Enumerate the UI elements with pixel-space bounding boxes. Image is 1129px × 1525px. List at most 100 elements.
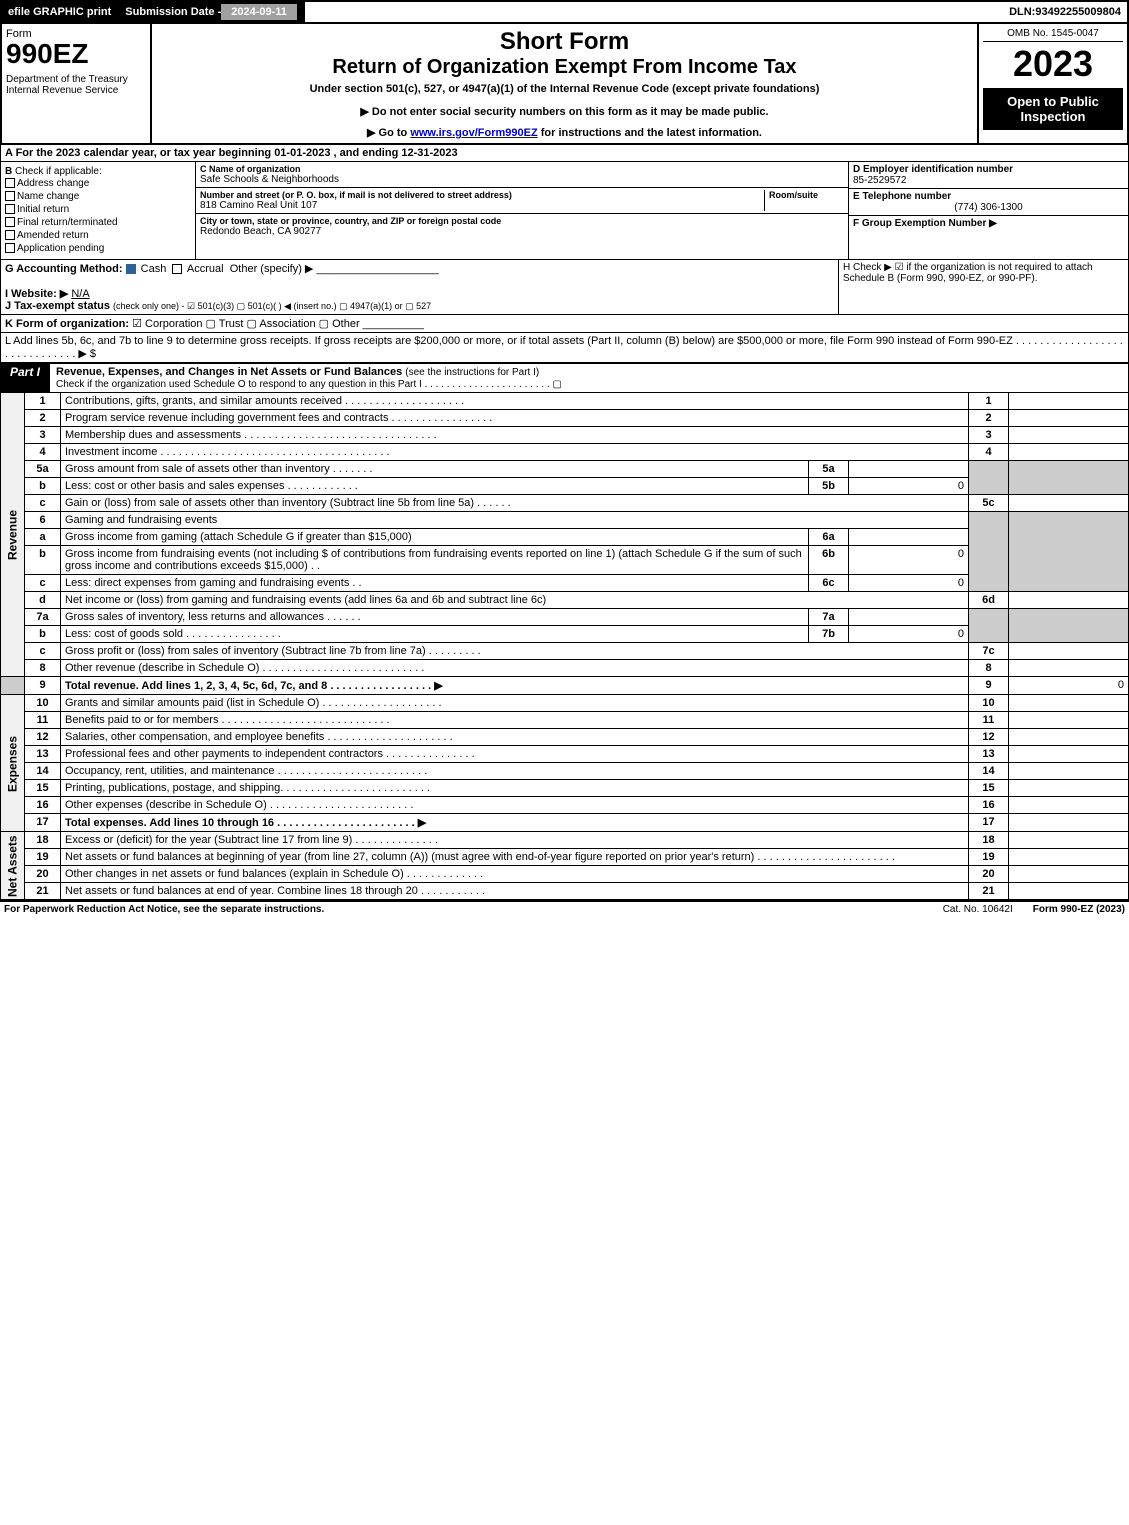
grey-cell [969,461,1009,495]
line-desc: Net assets or fund balances at end of ye… [61,883,969,900]
line-amt [1009,495,1129,512]
checkbox-name-change[interactable]: Name change [5,190,191,203]
linenum: d [25,592,61,609]
checkbox-application-pending[interactable]: Application pending [5,242,191,255]
topbar-spacer [305,2,1003,22]
line-amt [1009,866,1129,883]
line-desc: Less: cost or other basis and sales expe… [61,478,809,495]
linenum: 4 [25,444,61,461]
form-header: Form 990EZ Department of the Treasury In… [0,24,1129,145]
line-ref: 6d [969,592,1009,609]
line-5b: b Less: cost or other basis and sales ex… [1,478,1129,495]
line-ref: 7c [969,643,1009,660]
line-desc: Contributions, gifts, grants, and simila… [61,393,969,410]
lines-table: Revenue 1 Contributions, gifts, grants, … [0,392,1129,900]
sub-ref: 5a [809,461,849,478]
linenum: 1 [25,393,61,410]
line-desc: Program service revenue including govern… [61,410,969,427]
line-ref: 3 [969,427,1009,444]
submission-date-label: Submission Date - 2024-09-11 [119,2,305,22]
k-text: ☑ Corporation ▢ Trust ▢ Association ▢ Ot… [132,318,360,330]
section-c: C Name of organization Safe Schools & Ne… [196,162,848,259]
group-exemption-cell: F Group Exemption Number ▶ [849,216,1128,231]
section-h: H Check ▶ ☑ if the organization is not r… [838,260,1128,314]
line-7b: b Less: cost of goods sold . . . . . . .… [1,626,1129,643]
org-name-label: C Name of organization [200,164,844,174]
line-13: 13 Professional fees and other payments … [1,746,1129,763]
linenum: b [25,626,61,643]
linenum: 17 [25,814,61,832]
opt-application-pending: Application pending [17,243,104,254]
sub-ref: 6c [809,575,849,592]
grey-cell [1009,512,1129,592]
linenum: 15 [25,780,61,797]
tax-year: 2023 [983,46,1123,82]
line-6b: b Gross income from fundraising events (… [1,546,1129,575]
org-addr: 818 Camino Real Unit 107 [200,200,764,211]
line-desc: Gaming and fundraising events [61,512,969,529]
line-19: 19 Net assets or fund balances at beginn… [1,849,1129,866]
line-15: 15 Printing, publications, postage, and … [1,780,1129,797]
g-other: Other (specify) ▶ [230,263,314,275]
sub-ref: 7a [809,609,849,626]
line-desc: Gross profit or (loss) from sales of inv… [61,643,969,660]
line-ref: 14 [969,763,1009,780]
line-ref: 15 [969,780,1009,797]
sub-amt: 0 [849,546,969,575]
form-number: 990EZ [6,40,146,68]
line-ref: 18 [969,832,1009,849]
dln-label: DLN: [1009,6,1035,18]
line-desc: Gain or (loss) from sale of assets other… [61,495,969,512]
phone-label: E Telephone number [853,191,951,202]
linenum: 13 [25,746,61,763]
checkbox-final-return[interactable]: Final return/terminated [5,216,191,229]
line-amt [1009,814,1129,832]
irs-link[interactable]: www.irs.gov/Form990EZ [410,127,537,139]
l-text: L Add lines 5b, 6c, and 7b to line 9 to … [5,335,1123,360]
linenum: 6 [25,512,61,529]
part-i-title-cell: Revenue, Expenses, and Changes in Net As… [50,363,1129,392]
line-ref: 17 [969,814,1009,832]
line-ref: 9 [969,677,1009,695]
department: Department of the Treasury Internal Reve… [6,74,146,96]
line-amt [1009,763,1129,780]
sub-amt [849,461,969,478]
row-g-h: G Accounting Method: Cash Accrual Other … [0,260,1129,315]
section-b: B Check if applicable: Address change Na… [1,162,196,259]
checkbox-address-change[interactable]: Address change [5,177,191,190]
revenue-side-label: Revenue [1,393,25,677]
line-ref: 11 [969,712,1009,729]
grey-cell [969,512,1009,592]
line-11: 11 Benefits paid to or for members . . .… [1,712,1129,729]
line-amt [1009,660,1129,677]
line-12: 12 Salaries, other compensation, and emp… [1,729,1129,746]
checkbox-initial-return[interactable]: Initial return [5,203,191,216]
line-8: 8 Other revenue (describe in Schedule O)… [1,660,1129,677]
top-bar: efile GRAPHIC print Submission Date - 20… [0,0,1129,24]
line-amt [1009,729,1129,746]
org-city: Redondo Beach, CA 90277 [200,226,844,237]
footer-left: For Paperwork Reduction Act Notice, see … [4,904,923,915]
open-to-public-badge: Open to Public Inspection [983,88,1123,130]
section-a: A For the 2023 calendar year, or tax yea… [0,145,1129,162]
sub-ref: 5b [809,478,849,495]
sub-ref: 6b [809,546,849,575]
g-accrual: Accrual [187,263,224,275]
checkbox-icon [5,217,15,227]
checkbox-icon [5,204,15,214]
line-amt [1009,849,1129,866]
line-3: 3 Membership dues and assessments . . . … [1,427,1129,444]
org-city-cell: City or town, state or province, country… [196,214,848,239]
org-addr-cell: Number and street (or P. O. box, if mail… [196,188,848,214]
website-value: N/A [71,288,89,300]
subdate-value: 2024-09-11 [221,4,297,20]
linenum: 20 [25,866,61,883]
linenum: b [25,478,61,495]
grey-cell [969,609,1009,643]
line-desc: Gross sales of inventory, less returns a… [61,609,809,626]
line-7a: 7a Gross sales of inventory, less return… [1,609,1129,626]
line-amt [1009,746,1129,763]
sub-ref: 7b [809,626,849,643]
checkbox-amended-return[interactable]: Amended return [5,229,191,242]
line-ref: 19 [969,849,1009,866]
